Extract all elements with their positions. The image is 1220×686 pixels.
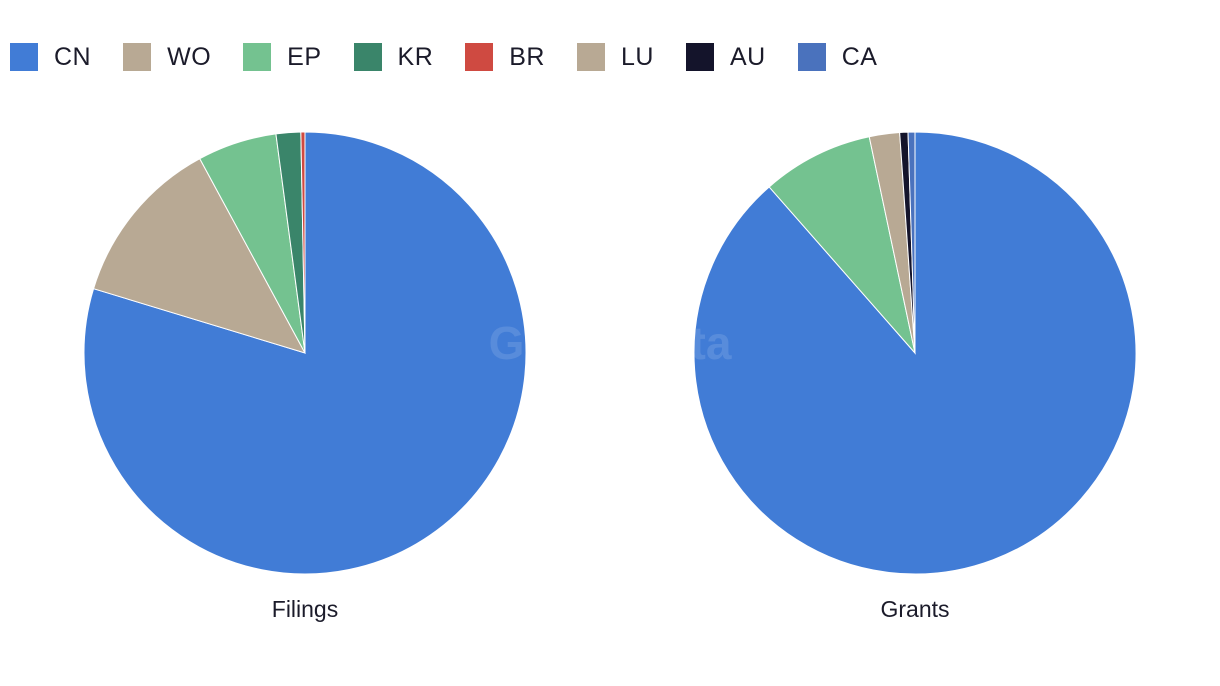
pie-slice-ca[interactable]	[907, 131, 916, 354]
legend-swatch	[465, 43, 494, 71]
legend-label: KR	[397, 42, 434, 71]
legend-item-ep[interactable]: EP	[243, 43, 321, 72]
legend-label: CN	[54, 42, 92, 71]
legend-item-kr[interactable]: KR	[353, 42, 434, 72]
pie-chart-grants: Grants	[693, 131, 1137, 622]
pie-title: Grants	[880, 596, 949, 622]
legend-label: CA	[841, 42, 878, 71]
legend-swatch	[576, 43, 605, 71]
pie-slice-ep[interactable]	[768, 136, 916, 355]
pie-slice-br[interactable]	[300, 131, 306, 354]
legend-item-au[interactable]: AU	[685, 42, 766, 72]
legend-swatch	[797, 43, 826, 71]
legend-item-lu[interactable]: LU	[576, 42, 654, 72]
legend-swatch	[243, 43, 272, 71]
legend-label: EP	[287, 42, 322, 71]
legend-swatch	[10, 43, 38, 71]
legend-item-wo[interactable]: WO	[123, 43, 211, 72]
legend-label: LU	[620, 42, 654, 71]
pie-chart-filings: Filings	[83, 131, 527, 622]
pie-title: Filings	[272, 596, 338, 622]
legend-swatch	[353, 43, 382, 71]
legend-item-ca[interactable]: CA	[797, 42, 878, 72]
chart-legend: CN WO EP KR BR LU AU CA	[10, 42, 909, 72]
legend-label: WO	[167, 42, 212, 71]
legend-item-br[interactable]: BR	[465, 43, 545, 72]
legend-label: BR	[509, 42, 545, 71]
legend-swatch	[123, 43, 152, 71]
legend-label: AU	[729, 42, 766, 71]
pie-slice-wo[interactable]	[92, 157, 307, 354]
legend-item-cn[interactable]: CN	[10, 43, 91, 72]
legend-swatch	[685, 43, 714, 71]
